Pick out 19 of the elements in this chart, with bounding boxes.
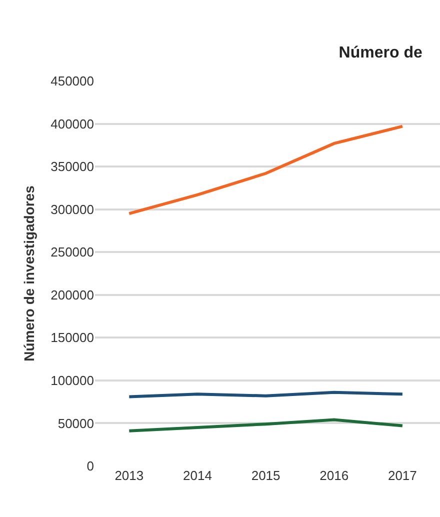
- x-tick-label: 2017: [388, 468, 417, 483]
- y-tick-label: 0: [86, 458, 94, 474]
- y-tick-label: 400000: [50, 116, 94, 132]
- y-tick-label: 350000: [50, 159, 94, 174]
- y-axis-title: Número de investigadores: [21, 185, 38, 362]
- chart-title: Número de: [338, 44, 422, 62]
- y-tick-label: 150000: [50, 330, 94, 346]
- line-series: [128, 418, 404, 432]
- line-series: [128, 124, 404, 216]
- y-tick-label: 300000: [50, 202, 94, 217]
- x-tick-label: 2014: [183, 468, 212, 483]
- x-tick-label: 2016: [320, 468, 349, 483]
- y-tick-label: 50000: [58, 416, 94, 431]
- x-tick-label: 2013: [114, 468, 144, 483]
- y-tick-label: 200000: [50, 287, 94, 302]
- y-tick-label: 450000: [50, 74, 94, 89]
- y-tick-label: 250000: [50, 244, 94, 260]
- y-tick-label: 100000: [50, 372, 94, 388]
- x-tick-label: 2015: [251, 468, 280, 483]
